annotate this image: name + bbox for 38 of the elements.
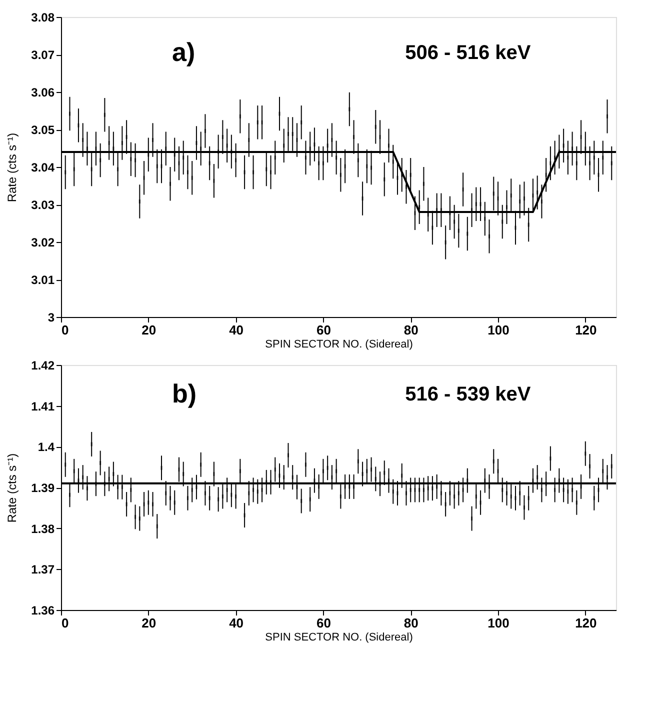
y-tick-label: 3 xyxy=(48,310,55,324)
y-tick-label: 1.38 xyxy=(31,522,55,536)
y-tick-label: 1.42 xyxy=(31,358,55,372)
x-axis-title: SPIN SECTOR NO. (Sidereal) xyxy=(265,338,413,350)
y-tick-label: 3.06 xyxy=(31,86,55,100)
y-tick-label: 3.08 xyxy=(31,10,55,24)
x-tick-label: 20 xyxy=(142,322,156,338)
x-tick-label: 0 xyxy=(62,616,69,630)
y-tick-label: 3.04 xyxy=(31,160,55,174)
x-tick-label: 40 xyxy=(229,322,244,338)
y-tick-label: 1.37 xyxy=(31,562,55,577)
x-tick-label: 80 xyxy=(404,322,418,338)
x-axis-title: SPIN SECTOR NO. (Sidereal) xyxy=(265,632,413,644)
y-tick-label: 3.07 xyxy=(31,48,55,62)
x-tick-label: 40 xyxy=(229,616,244,630)
x-tick-label: 0 xyxy=(62,322,69,338)
y-tick-label: 3.03 xyxy=(31,198,55,212)
annotation: 516 - 539 keV xyxy=(405,383,532,406)
y-tick-label: 1.4 xyxy=(38,440,55,454)
annotation: a) xyxy=(172,37,196,67)
x-tick-label: 100 xyxy=(488,616,510,630)
x-tick-label: 60 xyxy=(316,322,331,338)
y-axis-title: Rate (cts s⁻¹) xyxy=(5,453,20,523)
y-tick-label: 3.01 xyxy=(31,273,55,287)
y-axis-title: Rate (cts s⁻¹) xyxy=(5,132,20,202)
x-tick-label: 80 xyxy=(404,616,418,630)
x-tick-label: 100 xyxy=(488,322,510,338)
annotation: b) xyxy=(172,378,197,408)
x-tick-label: 120 xyxy=(575,616,597,630)
y-tick-label: 3.05 xyxy=(31,123,55,137)
y-tick-label: 3.02 xyxy=(31,236,55,250)
x-tick-label: 120 xyxy=(575,322,597,338)
y-tick-label: 1.39 xyxy=(31,481,55,495)
x-tick-label: 60 xyxy=(316,616,331,630)
y-tick-label: 1.36 xyxy=(31,604,55,618)
annotation: 506 - 516 keV xyxy=(405,42,532,64)
x-tick-label: 20 xyxy=(142,616,156,630)
y-tick-label: 1.41 xyxy=(31,399,55,414)
